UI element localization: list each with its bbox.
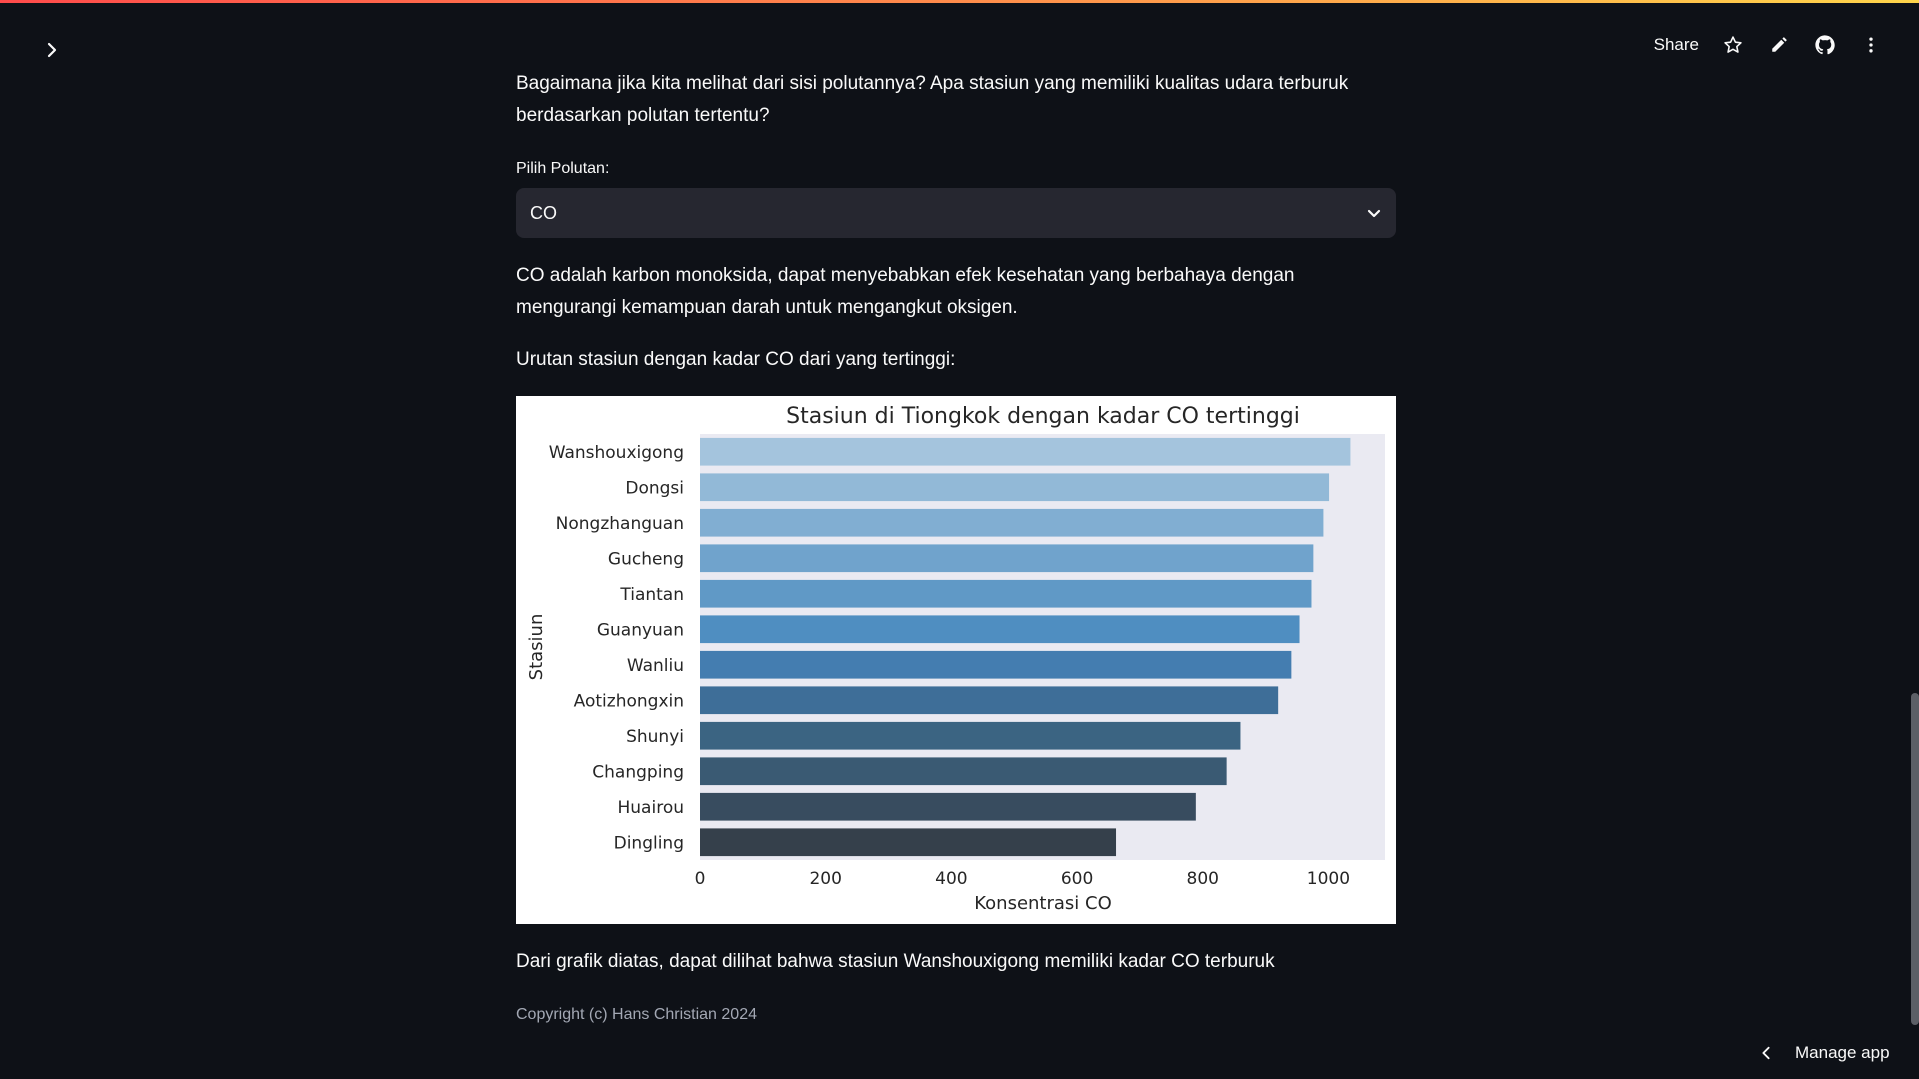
bar-shunyi — [700, 721, 1241, 750]
bar-huairou — [700, 792, 1196, 821]
manage-app-button[interactable]: Manage app — [1739, 1027, 1919, 1079]
y-tick-label: Dingling — [614, 833, 684, 853]
bar-wanliu — [700, 650, 1292, 679]
pollutant-select-label: Pilih Polutan: — [516, 160, 610, 177]
y-tick-label: Shunyi — [626, 727, 684, 747]
y-tick-label: Nongzhanguan — [556, 514, 684, 534]
x-tick-label: 600 — [1061, 869, 1093, 889]
bar-tiantan — [700, 579, 1312, 608]
header-toolbar: Share — [1654, 30, 1883, 60]
share-button[interactable]: Share — [1653, 35, 1699, 54]
x-axis-label: Konsentrasi CO — [974, 893, 1112, 914]
github-icon — [1815, 35, 1835, 55]
top-decoration-bar — [0, 0, 1919, 3]
main-menu-button[interactable] — [1859, 33, 1883, 57]
y-tick-label: Gucheng — [608, 549, 684, 569]
pencil-icon — [1772, 37, 1787, 52]
github-button[interactable] — [1813, 33, 1837, 57]
vertical-dots-icon — [1869, 37, 1873, 53]
bar-aotizhongxin — [700, 686, 1279, 715]
pollutant-select[interactable]: CO — [516, 188, 1396, 238]
x-tick-label: 0 — [695, 869, 706, 889]
y-tick-label: Dongsi — [625, 478, 684, 498]
y-tick-label: Tiantan — [619, 585, 684, 605]
pollutant-select-value: CO — [530, 202, 557, 223]
conclusion-text: Dari grafik diatas, dapat dilihat bahwa … — [516, 951, 1275, 972]
x-tick-label: 1000 — [1307, 869, 1350, 889]
y-tick-label: Changping — [592, 762, 684, 782]
intro-text: Bagaimana jika kita melihat dari sisi po… — [516, 73, 1349, 126]
y-axis-label: Stasiun — [526, 614, 547, 681]
plot-area — [700, 434, 1385, 860]
bar-dongsi — [700, 473, 1330, 502]
y-tick-label: Wanshouxigong — [549, 443, 684, 463]
chevron-down-icon — [1367, 209, 1381, 218]
y-tick-label: Huairou — [618, 798, 685, 818]
y-tick-label: Wanliu — [627, 656, 684, 676]
bar-changping — [700, 757, 1227, 786]
x-tick-label: 400 — [935, 869, 967, 889]
main-content: Bagaimana jika kita melihat dari sisi po… — [516, 68, 1396, 1024]
chevron-right-icon — [47, 42, 57, 58]
chevron-left-icon — [1762, 1046, 1770, 1060]
y-tick-label: Aotizhongxin — [574, 691, 684, 711]
copyright-text: Copyright (c) Hans Christian 2024 — [516, 1006, 757, 1023]
star-button[interactable] — [1721, 33, 1745, 57]
chart-svg: Stasiun di Tiongkok dengan kadar CO tert… — [526, 404, 1385, 914]
bar-gucheng — [700, 544, 1314, 573]
co-station-chart: Stasiun di Tiongkok dengan kadar CO tert… — [516, 396, 1396, 924]
star-icon — [1724, 36, 1742, 53]
x-tick-label: 200 — [809, 869, 841, 889]
bar-guanyuan — [700, 615, 1300, 644]
manage-app-label: Manage app — [1795, 1043, 1890, 1062]
y-tick-label: Guanyuan — [597, 620, 684, 640]
ranking-heading: Urutan stasiun dengan kadar CO dari yang… — [516, 349, 956, 370]
bar-dingling — [700, 828, 1117, 857]
bar-wanshouxigong — [700, 437, 1351, 466]
bar-nongzhanguan — [700, 508, 1324, 537]
page-scrollbar[interactable] — [1911, 693, 1919, 1025]
chart-title: Stasiun di Tiongkok dengan kadar CO tert… — [786, 404, 1300, 429]
pollutant-description: CO adalah karbon monoksida, dapat menyeb… — [516, 265, 1295, 318]
x-tick-label: 800 — [1187, 869, 1219, 889]
sidebar-expand-button[interactable] — [40, 38, 64, 62]
edit-button[interactable] — [1767, 33, 1791, 57]
